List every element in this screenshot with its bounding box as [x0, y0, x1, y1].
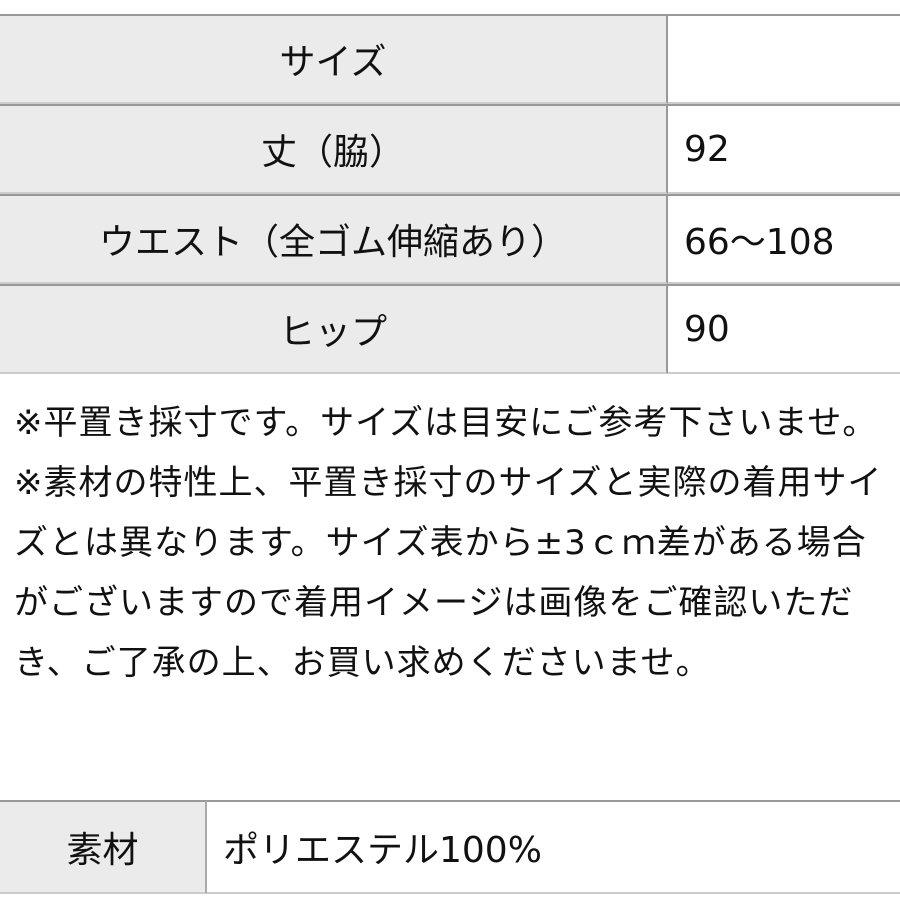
- table-row: ウエスト（全ゴム伸縮あり） 66〜108: [0, 194, 900, 284]
- row-label: 丈（脇）: [0, 104, 668, 194]
- size-table: サイズ 丈（脇） 92 ウエスト（全ゴム伸縮あり） 66〜108 ヒップ 90: [0, 14, 900, 374]
- material-value: ポリエステル100%: [207, 800, 900, 894]
- material-table: 素材 ポリエステル100%: [0, 800, 900, 894]
- note-text: ※平置き採寸です。サイズは目安にご参考下さいませ。: [14, 403, 878, 443]
- row-label: サイズ: [0, 14, 668, 104]
- note-text: ※素材の特性上、平置き採寸のサイズと実際の着用サイズとは異なります。サイズ表から…: [14, 463, 883, 683]
- table-row: サイズ: [0, 14, 900, 104]
- table-row: 丈（脇） 92: [0, 104, 900, 194]
- material-label: 素材: [0, 800, 207, 894]
- row-value: 92: [668, 104, 900, 194]
- table-row: ヒップ 90: [0, 284, 900, 374]
- row-label: ヒップ: [0, 284, 668, 374]
- row-value: [668, 14, 900, 104]
- row-value: 66〜108: [668, 194, 900, 284]
- notes: ※平置き採寸です。サイズは目安にご参考下さいませ。 ※素材の特性上、平置き採寸の…: [14, 393, 894, 693]
- row-value: 90: [668, 284, 900, 374]
- row-label: ウエスト（全ゴム伸縮あり）: [0, 194, 668, 284]
- table-row: 素材 ポリエステル100%: [0, 800, 900, 894]
